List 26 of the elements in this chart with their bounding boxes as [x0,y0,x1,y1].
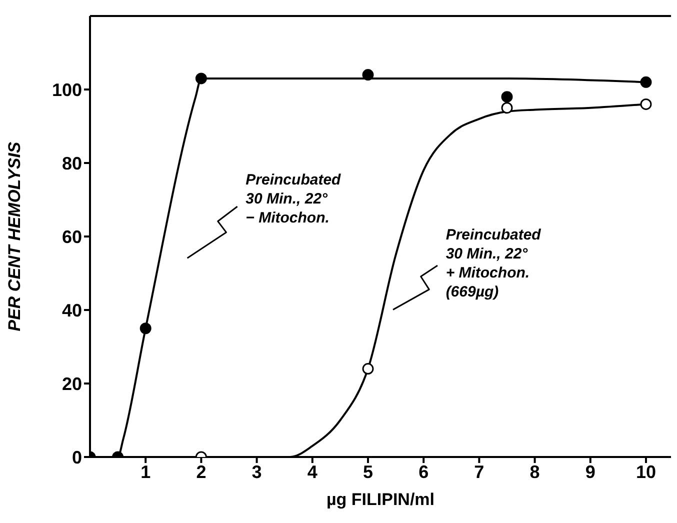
point [501,91,513,103]
y-tick-label: 100 [52,80,82,100]
point [640,98,652,110]
point [640,76,652,88]
y-tick-label: 0 [72,447,82,468]
x-tick-label: 6 [418,462,429,482]
x-tick-label: 9 [585,462,596,482]
x-tick-label: 10 [636,462,656,482]
x-tick-label: 3 [252,462,262,482]
annotation: Preincubated 30 Min., 22° − Mitochon. [246,171,342,226]
point [362,69,374,81]
point [501,102,513,114]
y-axis-title: PER CENT HEMOLYSIS [5,141,24,332]
y-tick-label: 40 [62,300,82,320]
x-tick-label: 2 [196,462,206,482]
x-tick-label: 5 [362,462,373,482]
y-tick-label: 60 [62,226,82,247]
x-tick-label: 7 [474,462,484,482]
y-tick-label: 20 [62,374,82,394]
x-axis-title: µg FILIPIN/ml [326,490,435,509]
x-tick-label: 1 [140,462,151,482]
annotation: Preincubated 30 Min., 22° + Mitochon. (669µg) [446,226,542,301]
point [195,72,207,84]
x-tick-label: 8 [530,462,540,482]
y-tick-label: 80 [62,153,82,174]
x-tick-label: 4 [307,462,318,482]
